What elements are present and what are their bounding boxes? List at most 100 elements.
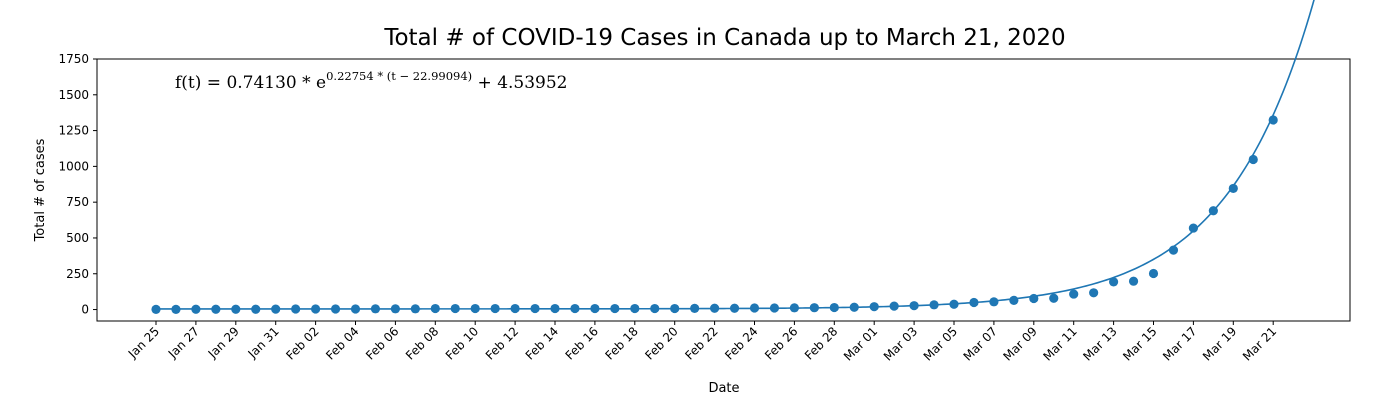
y-axis: 0 250 500 750 1000 1250 1500 1750 <box>58 52 97 317</box>
data-point <box>1009 295 1019 305</box>
data-point <box>969 297 979 308</box>
y-tick-label: 0 <box>81 303 89 317</box>
formula-constant: + 4.53952 <box>472 73 567 93</box>
data-point <box>1128 276 1139 286</box>
y-tick-label: 750 <box>66 195 89 209</box>
fit-formula-annotation: f(t) = 0.74130 * e0.22754 * (t − 22.9909… <box>175 69 568 93</box>
data-point <box>989 297 999 307</box>
data-point <box>1208 206 1218 216</box>
x-tick-label: Feb 24 <box>722 324 760 362</box>
data-point <box>1029 293 1039 304</box>
data-point <box>670 303 680 314</box>
x-tick-label: Mar 17 <box>1160 324 1199 363</box>
data-point <box>510 303 520 314</box>
data-point <box>570 303 580 314</box>
x-tick-label: Mar 19 <box>1200 324 1239 363</box>
data-point <box>350 304 361 314</box>
x-tick-label: Feb 12 <box>483 324 521 362</box>
chart-title: Total # of COVID-19 Cases in Canada up t… <box>383 25 1065 51</box>
x-tick-label: Jan 31 <box>245 324 282 361</box>
data-point <box>769 303 780 313</box>
y-axis-title: Total # of cases <box>33 138 48 242</box>
data-points <box>151 115 1278 314</box>
x-tick-label: Feb 16 <box>563 324 601 362</box>
x-tick-label: Mar 13 <box>1080 324 1119 363</box>
x-tick-label: Jan 27 <box>165 324 202 361</box>
data-point <box>490 303 500 314</box>
data-point <box>869 302 879 312</box>
x-tick-label: Mar 11 <box>1040 324 1079 363</box>
data-point <box>610 303 620 314</box>
x-axis: Jan 25 Jan 27 Jan 29 Jan 31 Feb 02 Feb 04 Feb … <box>125 321 1279 364</box>
x-tick-label: Mar 21 <box>1240 324 1279 363</box>
x-tick-label: Mar 07 <box>961 324 1000 363</box>
x-tick-label: Feb 26 <box>762 324 800 362</box>
data-point <box>789 303 800 313</box>
x-tick-label: Feb 28 <box>802 324 840 362</box>
x-tick-label: Mar 15 <box>1120 324 1159 363</box>
x-tick-label: Feb 14 <box>523 324 561 362</box>
y-tick-label: 1500 <box>58 88 89 102</box>
x-tick-label: Feb 20 <box>642 324 680 362</box>
data-point <box>390 304 400 314</box>
data-point <box>211 304 221 314</box>
data-point <box>330 304 341 314</box>
formula-exponent: 0.22754 * (t − 22.99094) <box>326 69 472 83</box>
x-tick-label: Feb 22 <box>682 324 720 362</box>
data-point <box>1049 293 1059 303</box>
data-point <box>271 304 281 314</box>
data-point <box>650 303 660 314</box>
x-tick-label: Mar 09 <box>1001 324 1040 363</box>
data-point <box>1148 268 1159 279</box>
data-point <box>1089 288 1099 298</box>
data-point <box>1268 115 1278 125</box>
data-point <box>470 303 480 314</box>
y-tick-label: 1000 <box>58 159 89 173</box>
x-tick-label: Mar 05 <box>921 324 960 363</box>
data-point <box>690 303 700 313</box>
y-tick-label: 1750 <box>58 52 89 66</box>
x-axis-title: Date <box>708 381 739 396</box>
data-point <box>1248 154 1258 165</box>
data-point <box>291 304 301 314</box>
data-point <box>191 304 201 314</box>
data-point <box>849 302 859 312</box>
x-tick-label: Feb 18 <box>602 324 640 362</box>
data-point <box>410 304 420 314</box>
y-tick-label: 250 <box>66 267 89 281</box>
data-point <box>311 304 321 314</box>
data-point <box>430 303 440 314</box>
data-point <box>590 303 600 314</box>
data-point <box>1168 245 1179 255</box>
x-tick-label: Feb 10 <box>443 324 481 362</box>
data-point <box>710 303 720 313</box>
x-tick-label: Jan 25 <box>125 324 162 361</box>
data-point <box>929 300 939 310</box>
data-point <box>909 301 919 311</box>
data-point <box>370 304 381 314</box>
x-tick-label: Mar 03 <box>881 324 920 363</box>
data-point <box>630 303 640 314</box>
x-tick-label: Feb 06 <box>363 324 401 362</box>
data-point <box>171 304 181 314</box>
data-point <box>550 303 560 314</box>
x-tick-label: Feb 02 <box>283 324 321 362</box>
y-tick-label: 1250 <box>58 124 89 138</box>
x-tick-label: Jan 29 <box>205 324 242 361</box>
data-point <box>949 299 959 309</box>
y-tick-label: 500 <box>66 231 89 245</box>
data-point <box>450 303 460 314</box>
data-point <box>829 302 839 313</box>
plot-area-frame <box>96 58 1351 322</box>
data-point <box>1109 277 1119 287</box>
data-point <box>231 304 241 314</box>
data-point <box>729 303 740 313</box>
formula-base: f(t) = 0.74130 * e <box>175 73 326 93</box>
data-point <box>1069 289 1079 299</box>
x-tick-label: Feb 04 <box>323 324 361 362</box>
data-point <box>251 304 261 314</box>
data-point <box>889 301 899 311</box>
x-tick-label: Feb 08 <box>403 324 441 362</box>
